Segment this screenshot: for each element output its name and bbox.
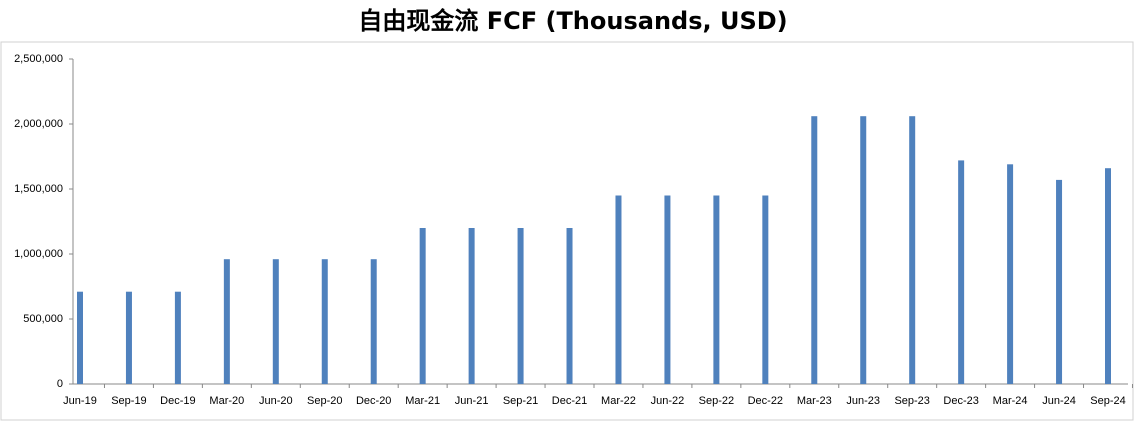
x-tick-label: Mar-22 bbox=[601, 395, 636, 407]
x-tick-label: Jun-23 bbox=[846, 395, 880, 407]
bar bbox=[419, 228, 426, 384]
x-tick-label: Sep-22 bbox=[699, 395, 734, 407]
bar bbox=[77, 291, 83, 384]
bar bbox=[321, 259, 328, 384]
x-tick-label: Sep-21 bbox=[503, 395, 538, 407]
bar bbox=[1007, 164, 1014, 384]
chart-frame bbox=[0, 41, 1134, 421]
bar bbox=[615, 195, 622, 384]
y-tick-label: 0 bbox=[57, 378, 63, 390]
x-tick-label: Jun-21 bbox=[455, 395, 489, 407]
x-tick-label: Mar-21 bbox=[405, 395, 440, 407]
bar bbox=[664, 195, 671, 384]
bar bbox=[468, 228, 475, 384]
bar bbox=[1056, 179, 1063, 384]
bar bbox=[713, 195, 720, 384]
x-tick-label: Dec-23 bbox=[943, 395, 978, 407]
x-tick-label: Dec-20 bbox=[356, 395, 391, 407]
bar bbox=[125, 291, 132, 384]
x-tick-label: Dec-21 bbox=[552, 395, 587, 407]
bar bbox=[566, 228, 573, 384]
x-tick-label: Sep-24 bbox=[1090, 395, 1125, 407]
bar bbox=[174, 291, 181, 384]
bar bbox=[223, 259, 230, 384]
x-tick-label: Dec-22 bbox=[748, 395, 783, 407]
x-tick-label: Mar-23 bbox=[797, 395, 832, 407]
y-tick-label: 2,500,000 bbox=[14, 53, 63, 65]
x-tick-label: Sep-20 bbox=[307, 395, 342, 407]
y-tick-label: 1,500,000 bbox=[14, 183, 63, 195]
bar bbox=[517, 228, 524, 384]
bar bbox=[860, 116, 867, 384]
y-tick-label: 500,000 bbox=[23, 313, 63, 325]
bar bbox=[272, 259, 279, 384]
x-tick-label: Jun-22 bbox=[651, 395, 685, 407]
x-tick-label: Sep-19 bbox=[111, 395, 146, 407]
bar bbox=[958, 160, 965, 384]
bar bbox=[909, 116, 916, 384]
x-tick-label: Jun-20 bbox=[259, 395, 293, 407]
chart-title: 自由现金流 FCF (Thousands, USD) bbox=[358, 7, 787, 35]
bar bbox=[1105, 168, 1111, 384]
bar bbox=[370, 259, 377, 384]
y-tick-label: 1,000,000 bbox=[14, 248, 63, 260]
x-tick-label: Mar-20 bbox=[209, 395, 244, 407]
x-tick-label: Sep-23 bbox=[894, 395, 929, 407]
x-tick-label: Dec-19 bbox=[160, 395, 195, 407]
x-tick-label: Mar-24 bbox=[993, 395, 1028, 407]
bar bbox=[811, 116, 818, 384]
x-tick-label: Jun-24 bbox=[1042, 395, 1076, 407]
x-tick-label: Jun-19 bbox=[63, 395, 97, 407]
y-tick-label: 2,000,000 bbox=[14, 118, 63, 130]
bar bbox=[762, 195, 769, 384]
